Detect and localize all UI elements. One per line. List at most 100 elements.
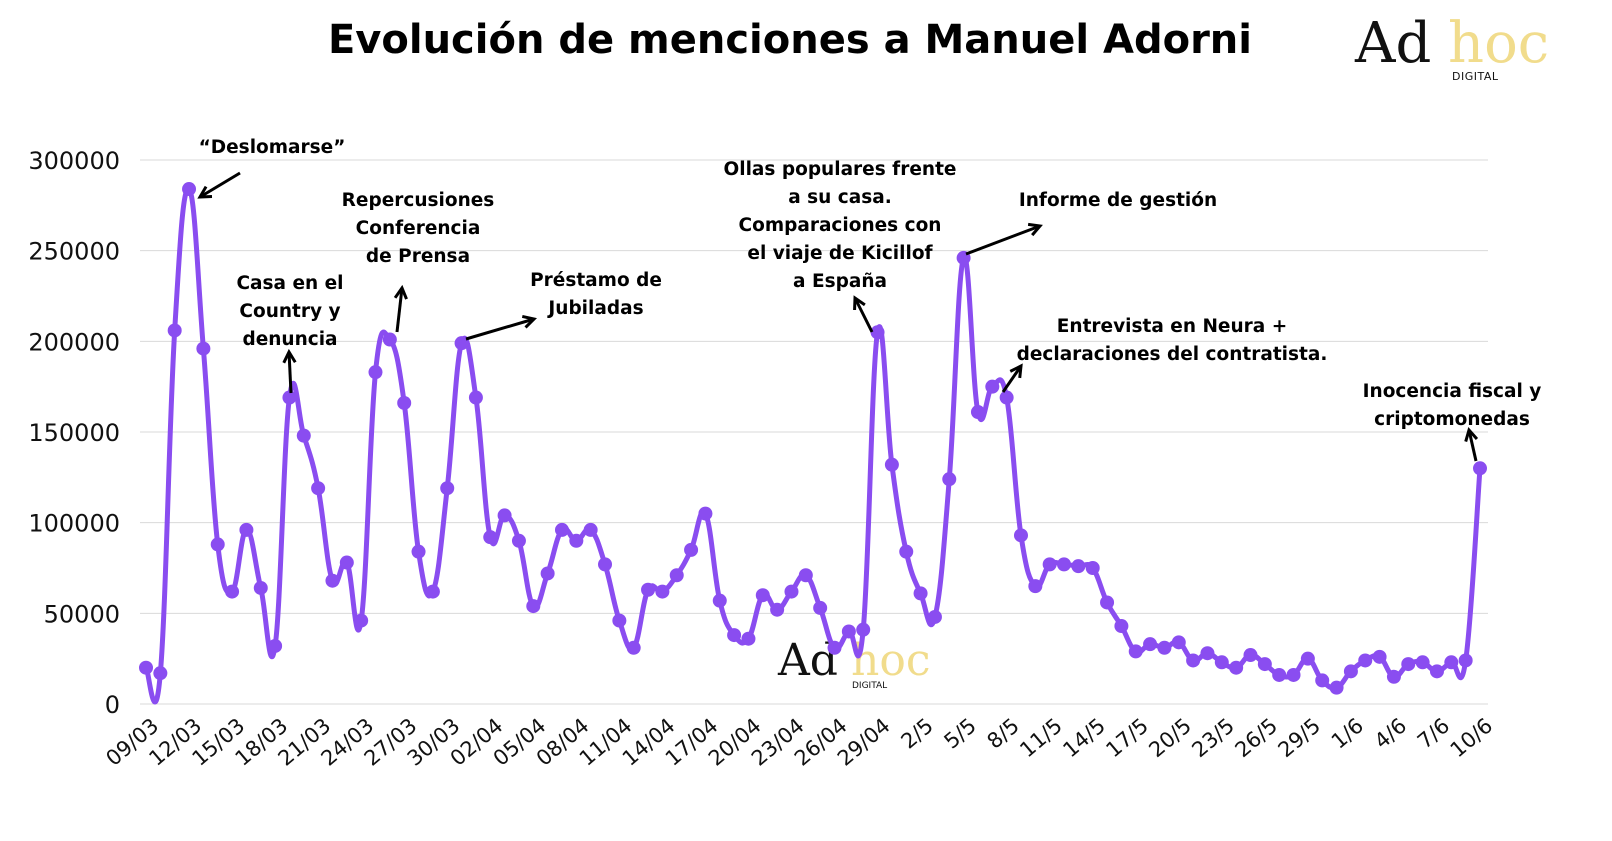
annotation-label: Comparaciones con (739, 215, 942, 236)
data-point (540, 566, 555, 581)
data-point (325, 573, 340, 588)
annotation-label: Entrevista en Neura + (1057, 316, 1287, 337)
data-point (1200, 646, 1215, 661)
data-point (225, 584, 240, 599)
x-tick-label: 23/5 (1187, 713, 1239, 762)
annotation-label: Jubiladas (546, 298, 643, 319)
data-point (511, 533, 526, 548)
annotation-label: a España (793, 271, 887, 292)
data-point (655, 584, 670, 599)
data-point (712, 593, 727, 608)
data-point (368, 365, 383, 380)
annotation-arrowhead (1009, 363, 1023, 379)
data-point (999, 390, 1014, 405)
data-point (913, 586, 928, 601)
data-point (1128, 644, 1143, 659)
data-point (884, 457, 899, 472)
x-tick-label: 20/5 (1144, 713, 1196, 762)
annotation-arrow (395, 287, 404, 333)
data-point (1085, 561, 1100, 575)
x-tick-label: 1/6 (1327, 713, 1368, 753)
annotation-arrow (1001, 365, 1023, 393)
annotation-arrowhead (521, 314, 538, 329)
annotation-arrowhead (1464, 426, 1479, 442)
data-point (841, 624, 856, 639)
annotation-label: Conferencia (356, 218, 481, 239)
data-point (727, 628, 742, 643)
annotation-arrow (853, 297, 874, 333)
data-point (899, 544, 914, 559)
annotation-arrow (199, 171, 241, 199)
x-tick-label: 10/6 (1446, 713, 1498, 762)
data-point (583, 522, 598, 537)
data-point (784, 584, 799, 599)
data-point (1458, 653, 1473, 668)
annotation-label: Casa en el (236, 273, 343, 294)
annotation-arrowhead (853, 295, 866, 311)
data-point (684, 542, 699, 557)
data-point (311, 481, 326, 496)
data-point (1401, 657, 1416, 672)
data-point (210, 537, 225, 552)
data-point (425, 584, 440, 599)
data-point (927, 609, 942, 624)
data-point (1473, 461, 1487, 476)
data-point (641, 582, 656, 597)
annotation-label: Informe de gestión (1019, 190, 1217, 211)
y-axis-ticks: 0 50000 100000 150000 200000 250000 300000 (28, 147, 120, 719)
logo-hoc-text: hoc (1448, 11, 1549, 76)
data-point (1358, 653, 1373, 668)
annotation-label: el viaje de Kicillof (747, 243, 933, 264)
watermark-hoc-text: hoc (851, 635, 930, 686)
annotation-label: Préstamo de (530, 270, 662, 291)
data-point (554, 522, 569, 537)
annotation-arrow (1467, 429, 1478, 462)
annotation-label: denuncia (242, 329, 337, 350)
data-point (1171, 635, 1186, 650)
x-tick-label: 17/5 (1101, 713, 1153, 762)
y-tick-label: 0 (105, 691, 120, 719)
annotation-label: Country y (239, 301, 340, 322)
annotation-label: de Prensa (366, 246, 470, 267)
x-axis-ticks: 09/0312/0315/0318/0321/0324/0327/0330/03… (101, 713, 1497, 770)
data-point (942, 472, 957, 487)
data-point (1343, 664, 1358, 679)
chart-title: Evolución de menciones a Manuel Adorni (328, 17, 1252, 63)
x-tick-label: 29/5 (1274, 713, 1326, 762)
data-point (239, 522, 254, 537)
y-tick-label: 150000 (28, 419, 120, 447)
data-point (196, 341, 211, 356)
annotation-label: “Deslomarse” (199, 137, 346, 158)
x-tick-label: 4/6 (1370, 713, 1411, 753)
data-point (354, 613, 369, 628)
logo-ad-text: Ad (1354, 11, 1431, 76)
data-point (1415, 655, 1430, 670)
data-point (1444, 655, 1459, 670)
data-point (1013, 528, 1028, 543)
x-tick-label: 26/5 (1230, 713, 1282, 762)
data-point (1214, 655, 1229, 670)
annotation-arrowhead (1027, 222, 1043, 237)
data-point (770, 602, 785, 617)
y-tick-label: 100000 (28, 510, 120, 538)
data-point (253, 580, 268, 595)
adhoc-logo-top: Ad hoc DIGITAL (1354, 11, 1549, 83)
annotation-arrow (965, 224, 1041, 256)
annotation-arrowhead (197, 185, 213, 199)
data-point (856, 622, 871, 637)
annotation-arrow (465, 317, 535, 341)
data-point (468, 390, 483, 405)
y-tick-label: 50000 (44, 600, 120, 628)
data-point (1272, 667, 1287, 682)
data-point (1143, 637, 1158, 652)
data-point (1429, 664, 1444, 679)
annotation-arrowhead (393, 284, 408, 300)
annotation-label: criptomonedas (1374, 409, 1530, 430)
data-point (1057, 557, 1072, 572)
data-point (598, 557, 613, 572)
annotation-label: declaraciones del contratista. (1017, 344, 1328, 365)
data-point (1286, 667, 1301, 682)
y-tick-label: 200000 (28, 328, 120, 356)
data-point (167, 323, 182, 338)
